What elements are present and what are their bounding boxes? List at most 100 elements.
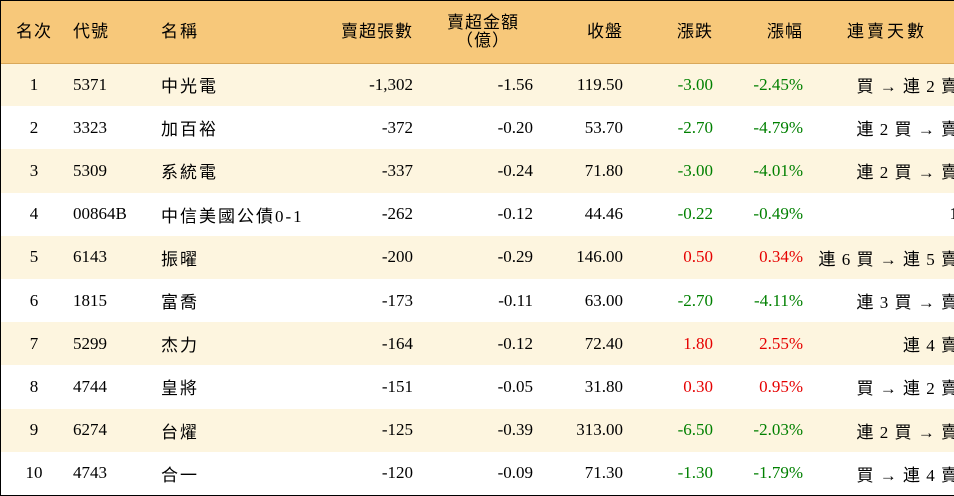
stock-name-cell: 台燿 — [161, 422, 199, 442]
stock-name-cell: 中光電 — [161, 77, 218, 97]
stock-name-cell: 合一 — [161, 465, 199, 485]
header-change: 漲跌 — [677, 21, 713, 41]
change-percent-cell: -2.03% — [753, 420, 803, 440]
price-change-cell: -6.50 — [677, 420, 713, 440]
net-sell-amount-cell: -0.09 — [497, 463, 533, 483]
price-change-cell: -3.00 — [677, 74, 713, 94]
net-sell-amount-cell: -0.29 — [497, 247, 533, 267]
change-percent-cell: 2.55% — [759, 333, 803, 353]
net-sell-volume-cell: -337 — [381, 160, 413, 180]
change-percent-cell: -1.79% — [753, 463, 803, 483]
rank-cell: 10 — [25, 463, 43, 483]
table-row: 1 5371 中光電 -1,302 -1.56 119.50 -3.00 -2.45% 買 → … — [1, 63, 954, 107]
consecutive-days-cell: 連 2 買 → 賣 — [856, 422, 954, 442]
table-row: 7 5299 杰力 -164 -0.12 72.40 1.80 2.55% 連 4 賣 — [1, 322, 954, 366]
stock-name-cell: 杰力 — [161, 336, 199, 356]
rank-cell: 8 — [29, 376, 39, 396]
consecutive-days-cell: 連 2 買 → 賣 — [856, 120, 954, 140]
table-row: 2 3323 加百裕 -372 -0.20 53.70 -2.70 -4.79% 連 2 買 →… — [1, 106, 954, 150]
header-net-sell-volume: 賣超張數 — [341, 21, 413, 41]
net-sell-amount-cell: -0.12 — [497, 333, 533, 353]
close-price-cell: 313.00 — [576, 420, 623, 440]
net-sell-volume-cell: -173 — [381, 290, 413, 310]
change-percent-cell: -4.79% — [753, 117, 803, 137]
net-sell-amount-cell: -0.20 — [497, 117, 533, 137]
net-sell-volume-cell: -151 — [381, 376, 413, 396]
rank-cell: 3 — [29, 160, 39, 180]
price-change-cell: 0.30 — [683, 376, 713, 396]
stock-name-cell: 系統電 — [161, 163, 218, 183]
rank-cell: 2 — [29, 117, 39, 137]
table-row: 3 5309 系統電 -337 -0.24 71.80 -3.00 -4.01% 連 2 買 →… — [1, 149, 954, 193]
table-row: 8 4744 皇將 -151 -0.05 31.80 0.30 0.95% 買 → 連 2 賣 — [1, 365, 954, 409]
close-price-cell: 63.00 — [584, 290, 623, 310]
price-change-cell: -1.30 — [677, 463, 713, 483]
table-row: 10 4743 合一 -120 -0.09 71.30 -1.30 -1.79% 買 → 連 4… — [1, 451, 954, 495]
consecutive-days-cell: 買 → 連 2 賣 — [856, 379, 954, 399]
price-change-cell: -2.70 — [677, 290, 713, 310]
header-change-percent: 漲幅 — [767, 21, 803, 41]
net-sell-volume-cell: -262 — [381, 204, 413, 224]
stock-name-cell: 中信美國公債0-1 — [161, 206, 304, 226]
table-header-row: 名次 代號 名稱 賣超張數 賣超金額 （億） 收盤 漲跌 漲幅 連賣天數 — [1, 1, 954, 63]
consecutive-days-cell: 連 3 買 → 賣 — [856, 293, 954, 313]
net-sell-volume-cell: -125 — [381, 420, 413, 440]
header-close: 收盤 — [587, 21, 623, 41]
stock-code-cell: 6143 — [73, 247, 107, 267]
price-change-cell: -0.22 — [677, 204, 713, 224]
net-sell-volume-cell: -200 — [381, 247, 413, 267]
stock-code-cell: 5309 — [73, 160, 107, 180]
consecutive-days-cell: 連 2 買 → 賣 — [856, 163, 954, 183]
table-row: 6 1815 富喬 -173 -0.11 63.00 -2.70 -4.11% 連 3 買 → … — [1, 278, 954, 323]
stock-code-cell: 5371 — [73, 74, 107, 94]
change-percent-cell: 0.95% — [759, 376, 803, 396]
rank-cell: 7 — [29, 333, 39, 353]
table-body: 1 5371 中光電 -1,302 -1.56 119.50 -3.00 -2.45% 買 → … — [1, 63, 954, 495]
close-price-cell: 71.30 — [584, 463, 623, 483]
stock-code-cell: 3323 — [73, 117, 107, 137]
rank-cell: 6 — [29, 290, 39, 310]
header-net-sell-amount-label: 賣超金額 — [447, 12, 519, 32]
close-price-cell: 31.80 — [584, 376, 623, 396]
stock-name-cell: 皇將 — [161, 379, 199, 399]
stock-name-cell: 富喬 — [161, 293, 199, 313]
stock-code-cell: 00864B — [73, 204, 127, 224]
header-net-sell-amount-unit: （億） — [456, 30, 510, 50]
close-price-cell: 119.50 — [576, 74, 623, 94]
consecutive-days-cell: 買 → 連 2 賣 — [856, 77, 954, 97]
header-net-sell-amount: 賣超金額 （億） — [413, 1, 533, 63]
stock-code-cell: 4744 — [73, 376, 107, 396]
net-sell-volume-cell: -372 — [381, 117, 413, 137]
change-percent-cell: -4.01% — [753, 160, 803, 180]
header-rank: 名次 — [16, 21, 52, 41]
change-percent-cell: -2.45% — [753, 74, 803, 94]
close-price-cell: 72.40 — [584, 333, 623, 353]
change-percent-cell: -0.49% — [753, 204, 803, 224]
price-change-cell: -2.70 — [677, 117, 713, 137]
net-sell-volume-cell: -120 — [381, 463, 413, 483]
price-change-cell: 1.80 — [683, 333, 713, 353]
rank-cell: 5 — [29, 247, 39, 267]
consecutive-days-cell: 連 6 買 → 連 5 賣 — [818, 249, 954, 269]
stock-name-cell: 振曜 — [161, 249, 199, 269]
net-sell-amount-cell: -0.05 — [497, 376, 533, 396]
net-sell-volume-cell: -164 — [381, 333, 413, 353]
header-code: 代號 — [73, 21, 109, 41]
stock-code-cell: 6274 — [73, 420, 107, 440]
rank-cell: 1 — [29, 74, 39, 94]
net-sell-amount-cell: -0.12 — [497, 204, 533, 224]
close-price-cell: 146.00 — [576, 247, 623, 267]
price-change-cell: 0.50 — [683, 247, 713, 267]
stock-name-cell: 加百裕 — [161, 120, 218, 140]
table-row: 4 00864B 中信美國公債0-1 -262 -0.12 44.46 -0.22 -0.49… — [1, 192, 954, 236]
header-name: 名稱 — [161, 21, 199, 41]
stock-code-cell: 1815 — [73, 290, 107, 310]
close-price-cell: 53.70 — [584, 117, 623, 137]
rank-cell: 4 — [29, 204, 39, 224]
net-sell-amount-cell: -1.56 — [497, 74, 533, 94]
rank-cell: 9 — [29, 420, 39, 440]
net-sell-amount-cell: -0.39 — [497, 420, 533, 440]
change-percent-cell: 0.34% — [759, 247, 803, 267]
